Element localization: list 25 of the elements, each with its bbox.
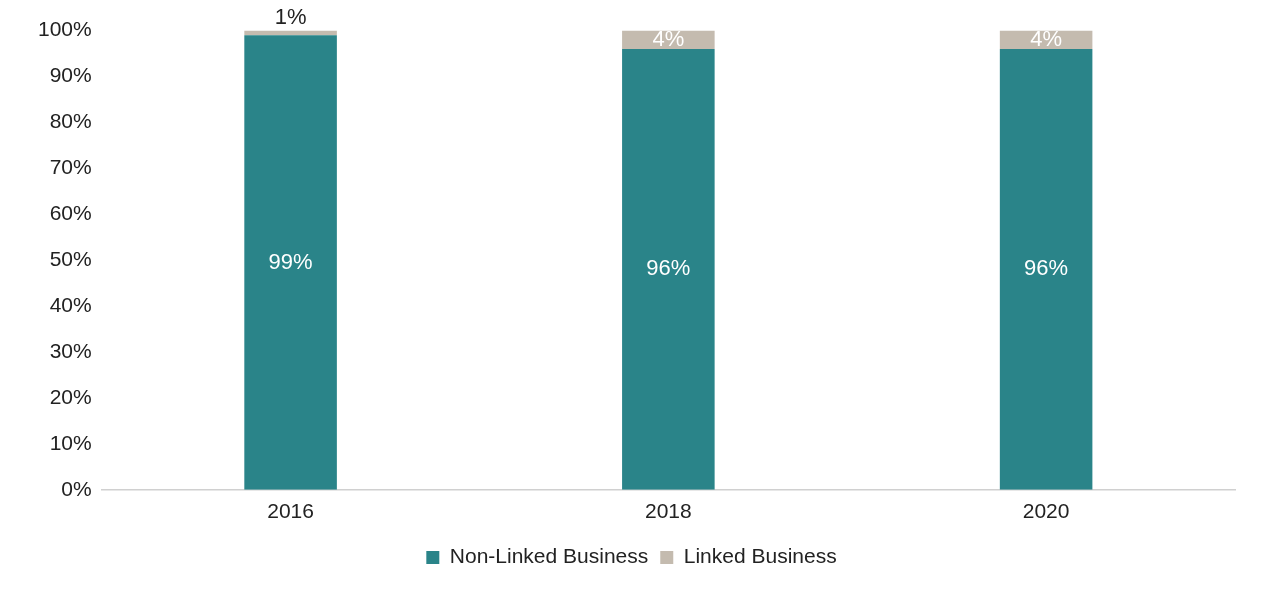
y-tick-label: 40%: [49, 292, 92, 316]
y-tick-label: 100%: [37, 17, 92, 41]
y-tick-label: 0%: [61, 476, 92, 500]
bar: [622, 48, 715, 490]
y-tick-label: 70%: [49, 155, 92, 179]
x-tick-label: 2018: [645, 499, 692, 523]
bar: [999, 48, 1093, 490]
data-label: 99%: [268, 248, 313, 274]
data-label: 96%: [646, 255, 691, 281]
y-tick-label: 90%: [49, 63, 92, 87]
data-label: 1%: [274, 3, 307, 29]
y-tick-label: 10%: [49, 430, 92, 454]
data-label: 4%: [1030, 25, 1063, 51]
legend-label: Non-Linked Business: [449, 544, 649, 568]
y-tick-label: 80%: [49, 109, 92, 133]
bar: [244, 35, 337, 490]
data-label: 96%: [1024, 255, 1069, 281]
y-tick-label: 30%: [49, 338, 92, 362]
y-tick-label: 60%: [49, 201, 92, 225]
legend-label: Linked Business: [683, 544, 837, 568]
x-tick-label: 2020: [1022, 499, 1070, 523]
y-tick-label: 20%: [49, 384, 92, 408]
data-label: 4%: [652, 25, 685, 51]
x-tick-label: 2016: [267, 499, 314, 523]
y-tick-label: 50%: [49, 247, 92, 270]
